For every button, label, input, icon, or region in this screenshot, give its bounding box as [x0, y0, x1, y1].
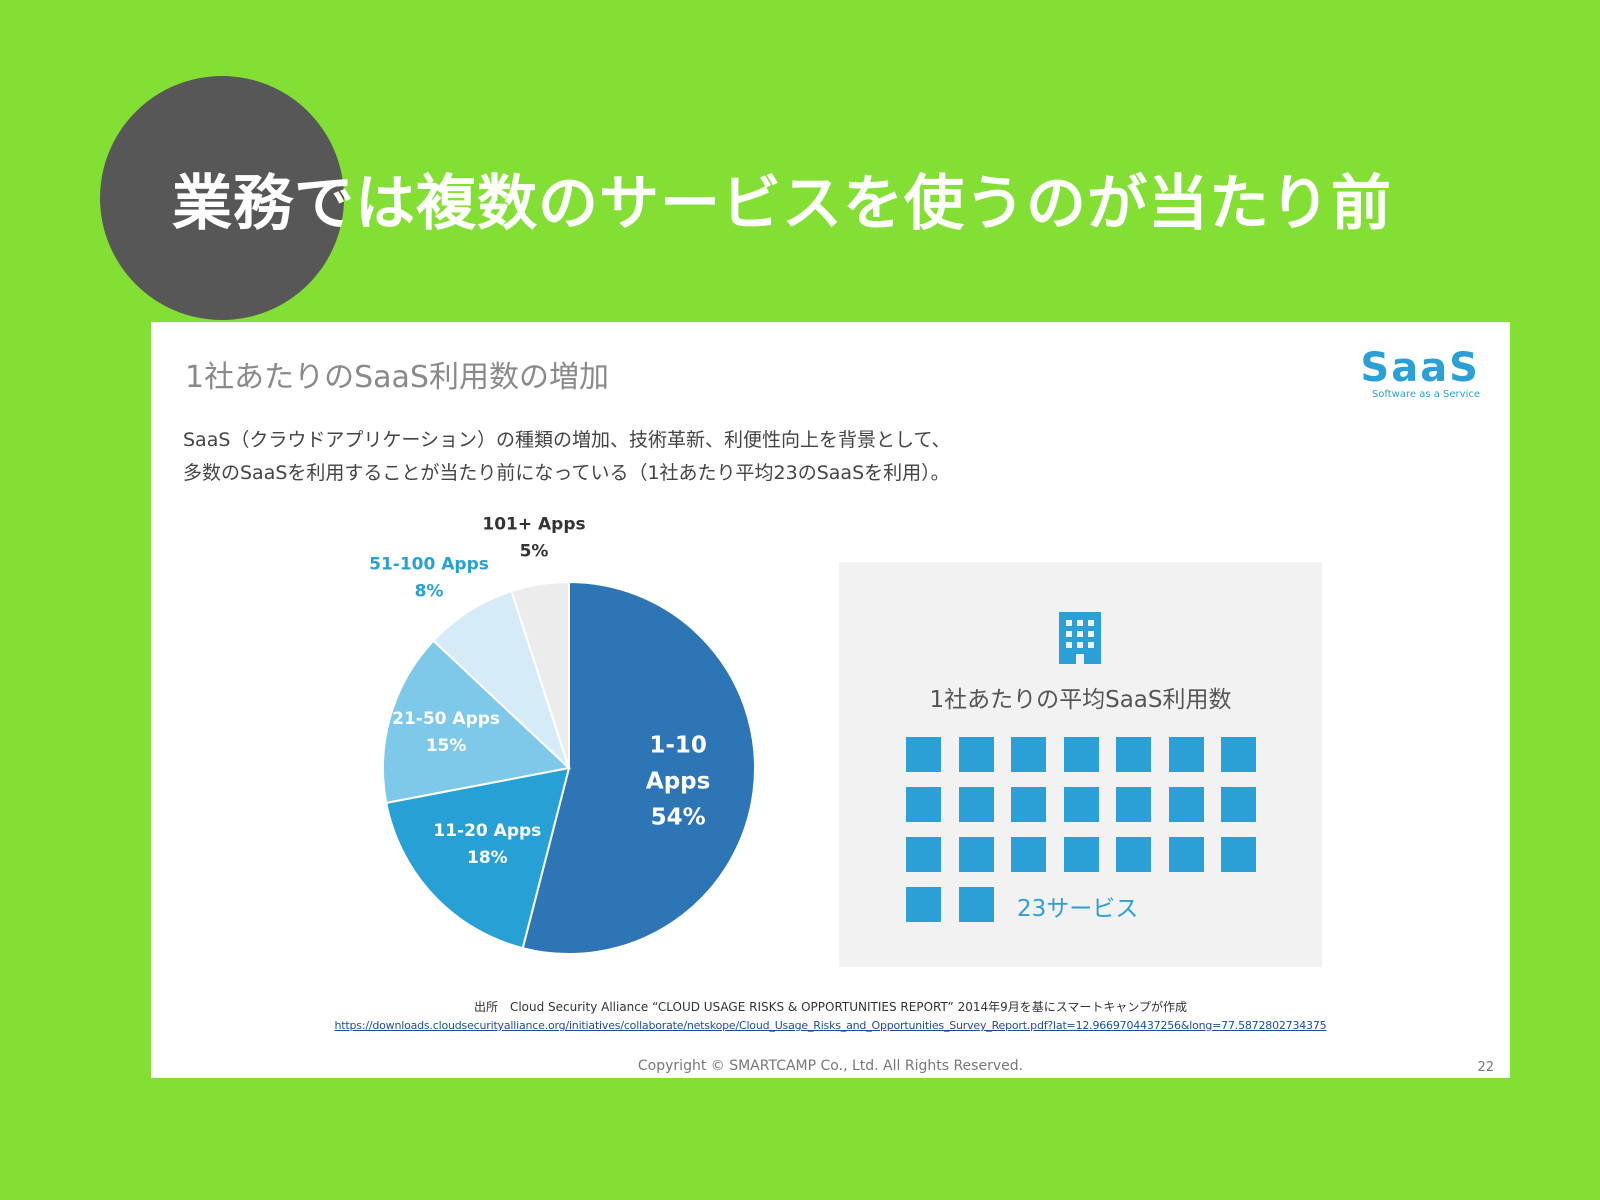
pie-slice-3: [382, 639, 572, 805]
slide-description: SaaS（クラウドアプリケーション）の種類の増加、技術革新、利便性向上を背景とし…: [183, 424, 951, 490]
panel-title: 1社あたりの平均SaaS利用数: [929, 687, 1232, 713]
service-icon: [1011, 737, 1046, 772]
service-icon: [1063, 837, 1099, 872]
service-icon: [1221, 837, 1256, 872]
service-icon: [1221, 737, 1256, 772]
pie-label-3: 15%: [426, 736, 467, 756]
service-icon: [906, 837, 941, 872]
average-usage-panel: 1社あたりの平均SaaS利用数 23サービス: [839, 562, 1322, 967]
description-line-1: SaaS（クラウドアプリケーション）の種類の増加、技術革新、利便性向上を背景とし…: [183, 429, 951, 451]
service-icon: [906, 887, 941, 922]
service-icon: [1011, 787, 1046, 822]
pie-label-1: 1-10: [649, 732, 707, 758]
service-icon: [958, 887, 994, 922]
service-icon: [906, 787, 941, 822]
service-icon: [1116, 837, 1151, 872]
service-icon: [1011, 837, 1046, 872]
pie-label-2: 18%: [467, 848, 508, 868]
saas-logo-subtitle: Software as a Service: [1371, 389, 1480, 400]
pie-label-2: 11-20 Apps: [433, 821, 541, 841]
building-icon: [1059, 612, 1101, 664]
pie-slice-2: [385, 766, 571, 950]
pie-chart: 1-10 Apps 54% 11-20 Apps 18% 21-50 Apps 15% 51-…: [369, 515, 756, 955]
pie-slice-1: [521, 580, 756, 955]
pie-label-3: 21-50 Apps: [392, 709, 500, 729]
service-icon: [1221, 787, 1256, 822]
copyright-text: Copyright © SMARTCAMP Co., Ltd. All Righ…: [637, 1058, 1024, 1074]
service-icon: [1063, 787, 1099, 822]
slide-card: 1社あたりのSaaS利用数の増加 SaaS Software as a Serv…: [151, 322, 1510, 1078]
slide-title: 1社あたりのSaaS利用数の増加: [185, 360, 609, 395]
pie-slice-5: [510, 580, 570, 769]
title-circle: [100, 76, 344, 320]
service-icon: [958, 787, 994, 822]
service-icon: [1168, 837, 1204, 872]
pie-label-1: Apps: [646, 768, 710, 794]
pie-label-4: 51-100 Apps: [369, 555, 489, 575]
pie-label-4: 8%: [415, 582, 444, 602]
page-headline: 業務では複数のサービスを使うのが当たり前: [172, 169, 1392, 239]
source-link[interactable]: https://downloads.cloudsecurityalliance.…: [334, 1019, 1327, 1032]
pie-slice-4: [431, 589, 570, 769]
service-icon: [958, 737, 994, 772]
service-icon: [1168, 787, 1204, 822]
service-icon: [1116, 787, 1151, 822]
page-number: 22: [1477, 1060, 1494, 1075]
description-line-2: 多数のSaaSを利用することが当たり前になっている（1社あたり平均23のSaaS…: [183, 462, 950, 484]
saas-logo: SaaS Software as a Service: [1350, 346, 1480, 400]
saas-logo-text: SaaS: [1360, 345, 1480, 391]
pie-label-1: 54%: [651, 804, 706, 830]
source-note: 出所 Cloud Security Alliance “CLOUD USAGE …: [473, 1000, 1188, 1014]
pie-label-5: 5%: [520, 542, 549, 562]
service-icon: [1168, 737, 1204, 772]
service-icon: [1116, 737, 1151, 772]
service-icon: [958, 837, 994, 872]
pie-label-5: 101+ Apps: [482, 515, 585, 535]
service-icon: [1063, 737, 1099, 772]
service-count: 23サービス: [1017, 896, 1139, 922]
service-icon: [906, 737, 941, 772]
